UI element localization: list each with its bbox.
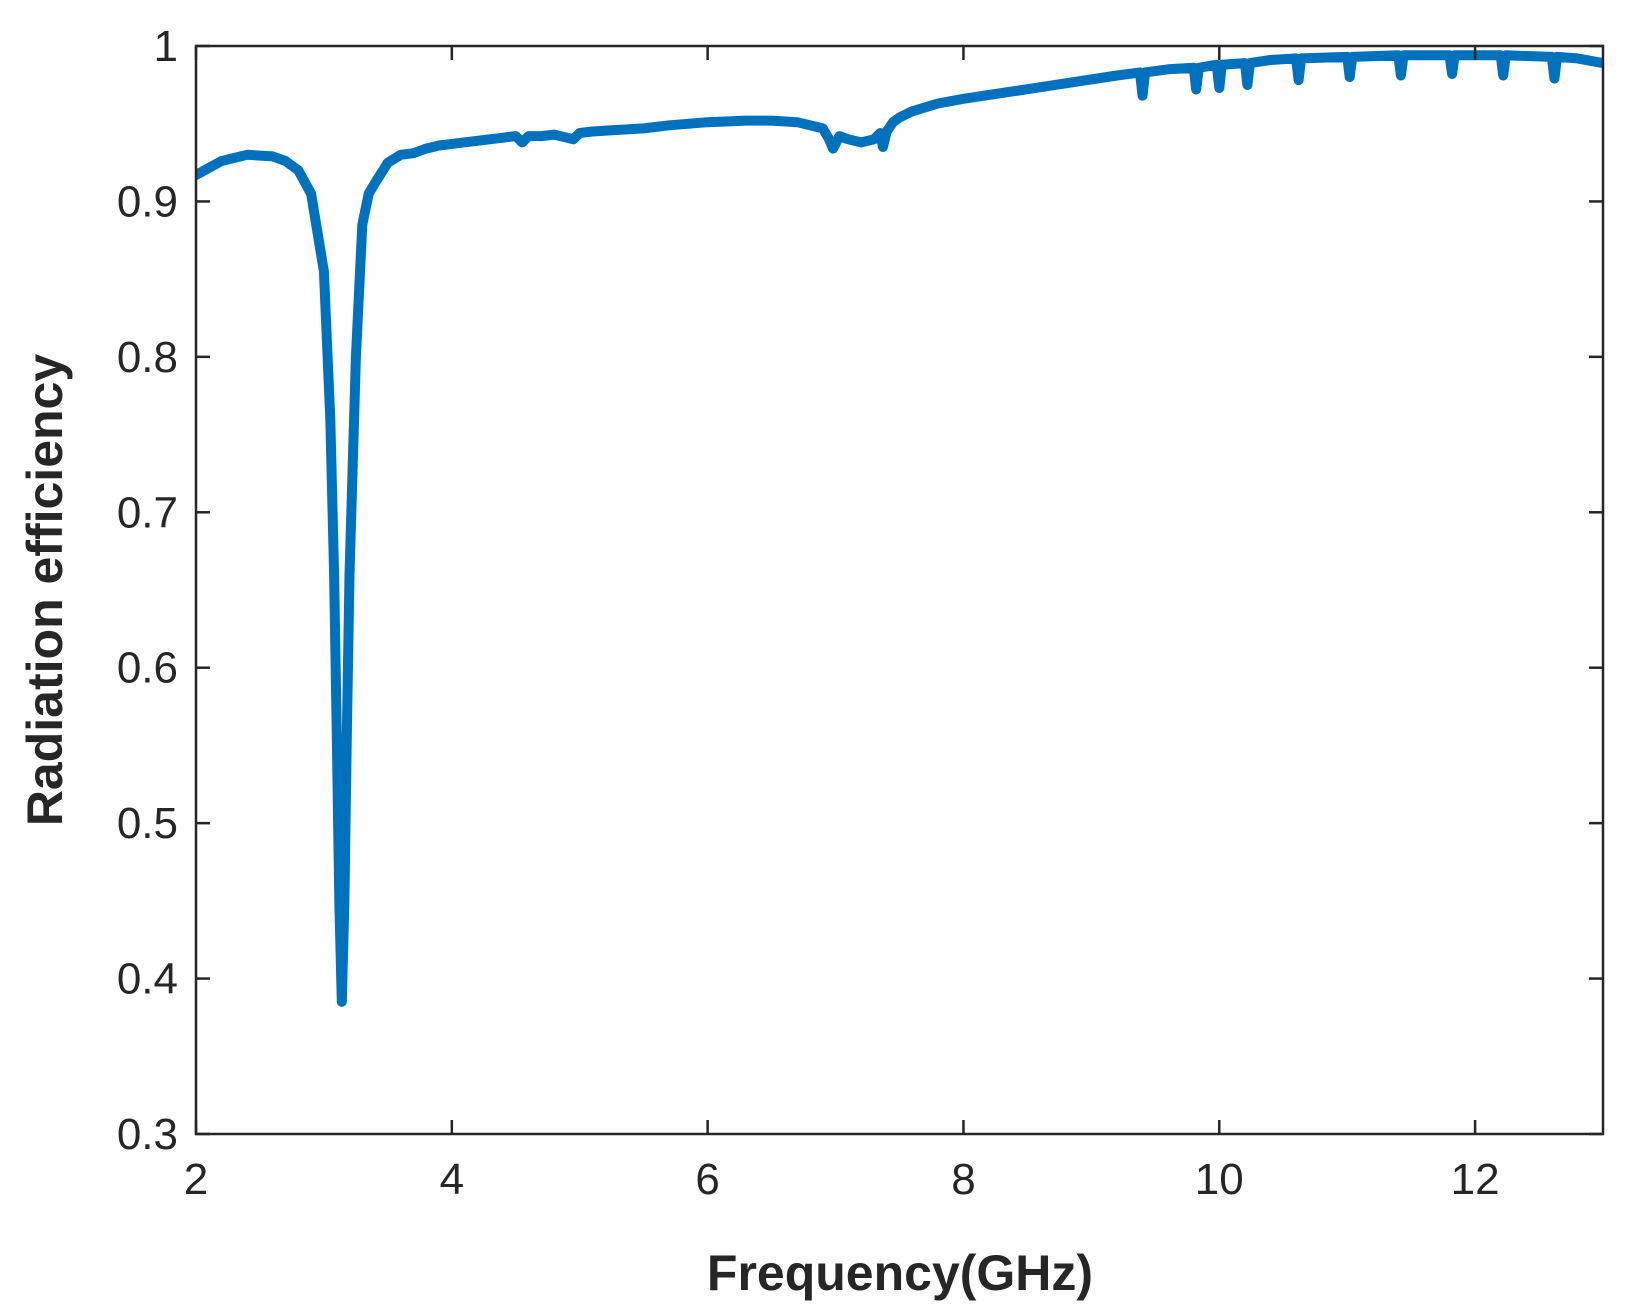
y-tick-label-1: 0.4	[117, 955, 178, 1004]
x-axis-title: Frequency(GHz)	[707, 1245, 1093, 1301]
y-tick-label-7: 1	[154, 22, 178, 71]
x-tick-label-1: 4	[440, 1155, 464, 1204]
axes	[194, 44, 1605, 1136]
tick-marks	[194, 44, 1603, 1136]
plot-frame	[194, 44, 1605, 1136]
x-tick-label-4: 10	[1195, 1155, 1244, 1204]
y-axis-title: Radiation efficiency	[17, 354, 73, 827]
y-tick-label-0: 0.3	[117, 1110, 178, 1159]
y-tick-label-2: 0.5	[117, 799, 178, 848]
tick-labels: 2 4 6 8 10 12 0.3 0.4 0.5 0.6 0.7 0.8 0.9 1	[117, 22, 1500, 1204]
y-tick-label-6: 0.9	[117, 177, 178, 226]
y-tick-label-4: 0.7	[117, 488, 178, 537]
x-tick-label-0: 2	[184, 1155, 208, 1204]
x-tick-label-3: 8	[951, 1155, 975, 1204]
x-tick-label-2: 6	[695, 1155, 719, 1204]
series-line-0	[196, 50, 1603, 1007]
data-layer	[196, 50, 1603, 1007]
y-tick-label-5: 0.8	[117, 333, 178, 382]
x-tick-label-5: 12	[1451, 1155, 1500, 1204]
y-tick-label-3: 0.6	[117, 644, 178, 693]
